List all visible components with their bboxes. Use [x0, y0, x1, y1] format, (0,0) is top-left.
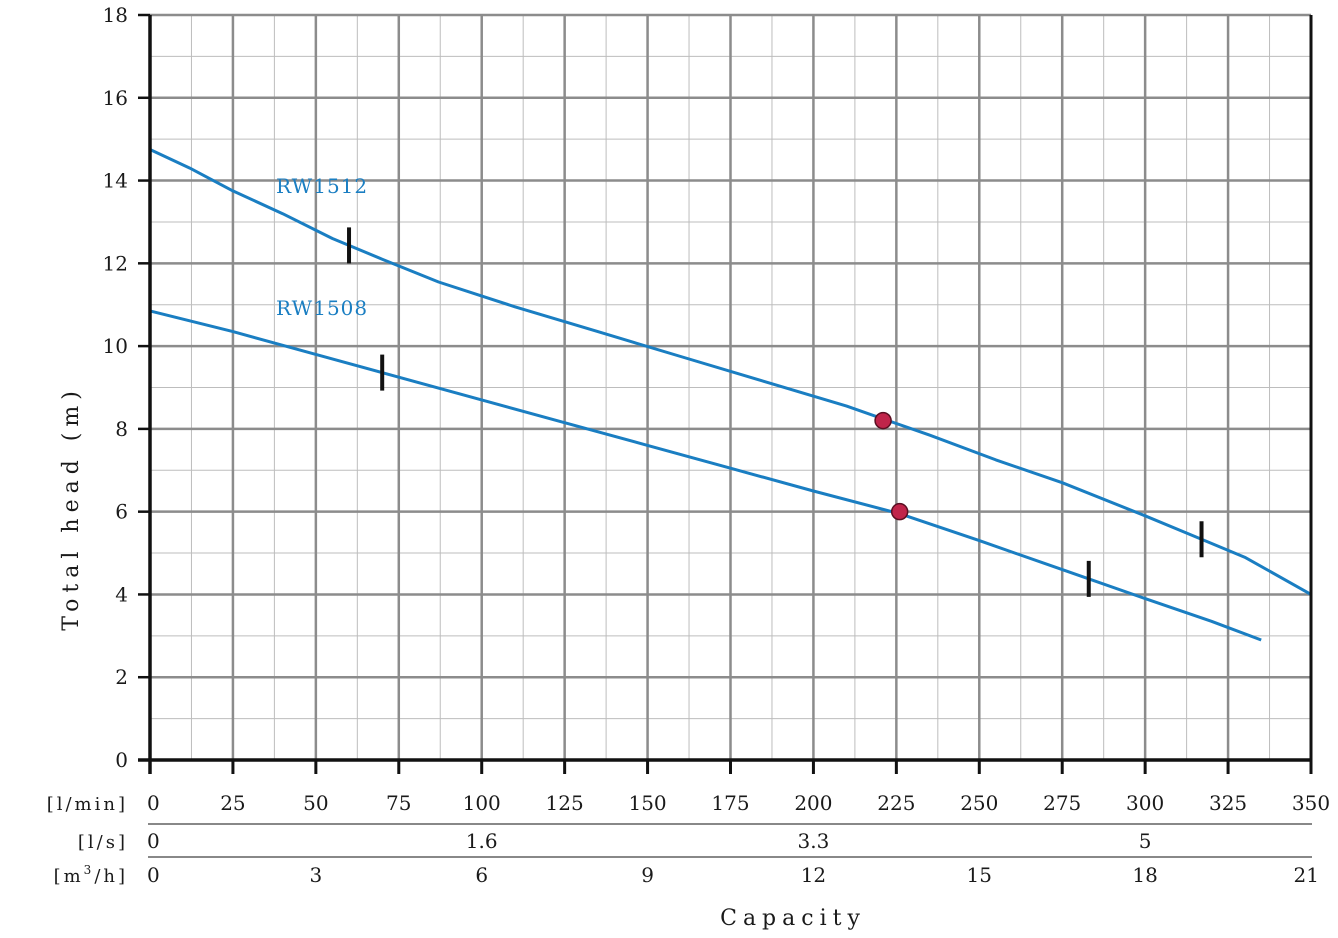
y-tick-label: 14 — [103, 169, 128, 193]
x-tick-label: 75 — [386, 791, 411, 815]
x-scale-unit-label: [m3/h] — [54, 863, 128, 887]
x-tick-label: 300 — [1126, 791, 1164, 815]
x-scale-unit-label: [l/min] — [47, 794, 128, 815]
x-tick-label: 15 — [967, 863, 992, 887]
y-tick-label: 2 — [115, 665, 128, 689]
x-tick-label: 1.6 — [466, 829, 498, 853]
x-tick-label: 350 — [1292, 791, 1330, 815]
x-tick-label: 3 — [309, 863, 322, 887]
x-tick-label: 0 — [147, 829, 160, 853]
y-axis-title: Total head (m) — [59, 385, 84, 631]
y-tick-label: 0 — [115, 748, 128, 772]
series-label-rw1512: RW1512 — [276, 174, 368, 198]
y-tick-label: 4 — [115, 582, 128, 606]
x-tick-label: 150 — [628, 791, 666, 815]
duty-points — [874, 411, 909, 521]
x-tick-label: 12 — [801, 863, 826, 887]
series-line-rw1512 — [149, 148, 1312, 596]
x-tick-label: 325 — [1209, 791, 1247, 815]
x-tick-label: 125 — [546, 791, 584, 815]
y-tick-label: 12 — [103, 251, 128, 275]
y-tick-label: 10 — [103, 334, 128, 358]
x-scale-unit-label: [l/s] — [78, 832, 128, 853]
chart-axes — [138, 13, 1313, 858]
x-tick-label: 18 — [1132, 863, 1157, 887]
duty-point-rw1512 — [874, 411, 892, 430]
x-tick-label: 21 — [1294, 863, 1319, 887]
x-tick-label: 50 — [303, 791, 328, 815]
x-tick-label: 275 — [1043, 791, 1081, 815]
x-tick-label: 9 — [641, 863, 654, 887]
series-line-rw1508 — [149, 309, 1262, 642]
series-label-rw1508: RW1508 — [276, 296, 368, 320]
y-tick-label: 6 — [115, 500, 128, 524]
performance-curves — [149, 148, 1312, 642]
x-tick-label: 5 — [1139, 829, 1152, 853]
x-axis-title: Capacity — [720, 906, 866, 931]
x-tick-label: 175 — [711, 791, 749, 815]
x-tick-label: 25 — [220, 791, 245, 815]
operating-range-markers — [347, 227, 1204, 597]
x-tick-label: 200 — [794, 791, 832, 815]
x-tick-label: 0 — [147, 791, 160, 815]
x-tick-label: 100 — [463, 791, 501, 815]
y-tick-label: 8 — [115, 417, 128, 441]
x-tick-label: 250 — [960, 791, 998, 815]
plot-grid — [148, 13, 1313, 762]
duty-point-rw1508 — [890, 502, 909, 521]
y-tick-label: 18 — [103, 3, 128, 27]
x-tick-label: 225 — [877, 791, 915, 815]
x-tick-label: 6 — [475, 863, 488, 887]
x-tick-label: 3.3 — [798, 829, 830, 853]
y-tick-label: 16 — [103, 86, 128, 110]
x-tick-label: 0 — [147, 863, 160, 887]
